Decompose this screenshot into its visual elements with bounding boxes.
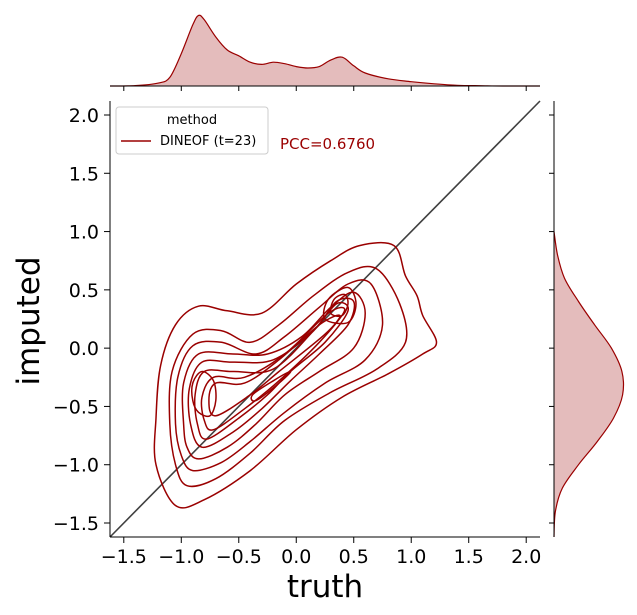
kde-contour-level-6 [193, 301, 350, 440]
kde-contour-level-2 [168, 265, 408, 488]
kde-contour-level-5 [187, 297, 356, 448]
x-tick-label: 0.0 [281, 546, 311, 568]
x-tick-label: 1.0 [396, 546, 426, 568]
legend: method DINEOF (t=23) [115, 106, 269, 155]
kde-contour-level-9 [191, 370, 217, 418]
y-axis-title: imputed [11, 256, 47, 385]
x-axis-title: truth [287, 569, 363, 605]
x-tick-label: −1.0 [158, 546, 204, 568]
y-tick-label: −1.0 [53, 455, 99, 477]
x-tick-label: −1.5 [101, 546, 147, 568]
right-marginal-ticks [549, 114, 554, 524]
x-tick-label: −0.5 [216, 546, 262, 568]
x-tick-label: 0.5 [339, 546, 369, 568]
x-tick-label: 1.5 [454, 546, 484, 568]
y-tick-label: 0.0 [69, 338, 99, 360]
kde-contour-level-8 [208, 314, 341, 417]
top-density-line [109, 14, 540, 87]
top-density-fill [110, 15, 540, 87]
pcc-annotation: PCC=0.6760 [280, 135, 375, 153]
kde-contour-level-12 [250, 370, 292, 402]
x-tick-label: 2.0 [511, 546, 541, 568]
right-marginal-density [549, 101, 625, 538]
top-marginal-density [109, 14, 540, 91]
kde-contour-level-7 [200, 306, 346, 431]
y-axis-ticks: −1.5 −1.0 −0.5 0.0 0.5 1.0 1.5 2.0 [53, 105, 110, 535]
legend-box [115, 106, 269, 155]
main-plot-area: −1.5 −1.0 −0.5 0.0 0.5 1.0 1.5 2.0 −1.5 −1.0 −0.5… [53, 100, 541, 568]
y-tick-label: 1.5 [69, 163, 99, 185]
legend-title: method [167, 113, 217, 128]
right-density-line [553, 231, 625, 538]
y-tick-label: −0.5 [53, 396, 99, 418]
y-tick-label: −1.5 [53, 513, 99, 535]
x-axis-ticks: −1.5 −1.0 −0.5 0.0 0.5 1.0 1.5 2.0 [101, 537, 541, 568]
kde-contour-level-1 [153, 241, 438, 509]
kde-contours [153, 241, 438, 509]
y-tick-label: 2.0 [69, 105, 99, 127]
kde-contour-level-10 [329, 293, 349, 317]
legend-entry-dineof: DINEOF (t=23) [160, 134, 256, 149]
y-tick-label: 1.0 [69, 222, 99, 244]
kde-contour-level-11 [322, 286, 357, 325]
kde-contour-level-3 [174, 279, 384, 472]
y-tick-label: 0.5 [69, 280, 99, 302]
right-density-fill [554, 231, 624, 537]
top-marginal-ticks [123, 86, 527, 91]
